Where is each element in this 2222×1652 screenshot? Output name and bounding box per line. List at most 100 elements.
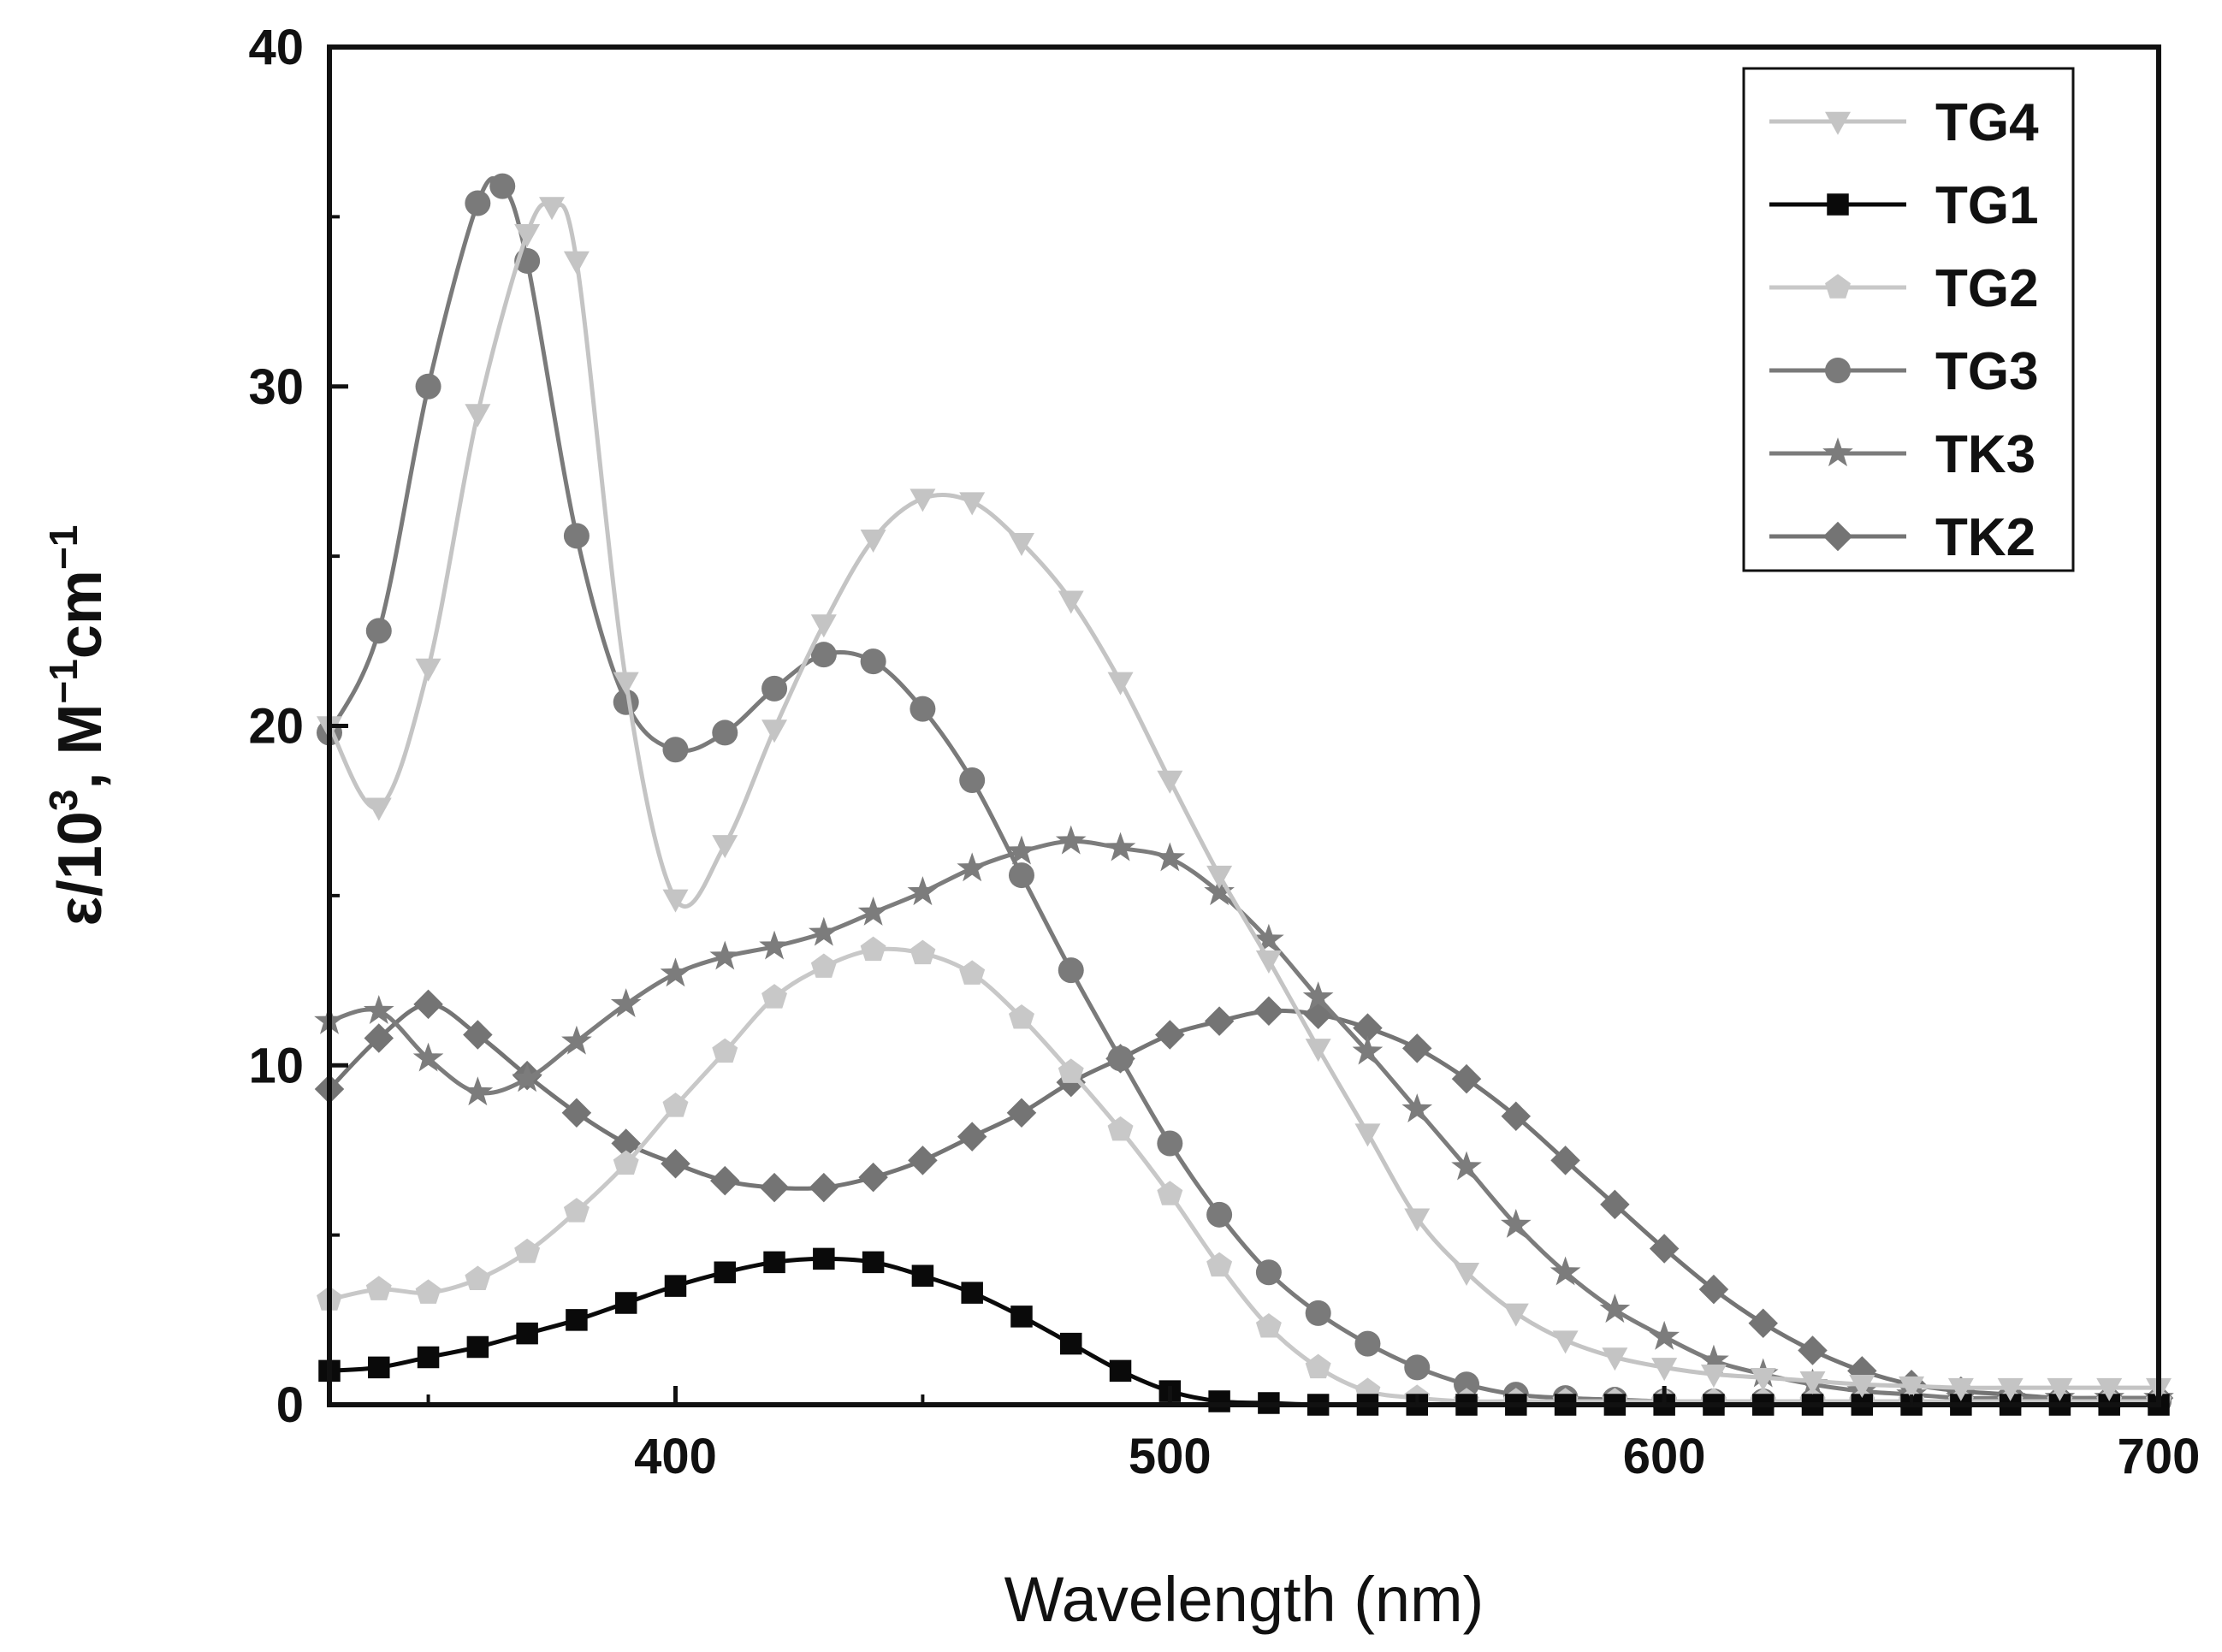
data-point-tg1 (1010, 1306, 1033, 1328)
data-point-tg1 (566, 1309, 588, 1331)
legend: TG4 TG1 TG2 TG3 TK3 TK2 (1742, 67, 2075, 572)
data-point-tg1 (714, 1261, 737, 1284)
data-point-tg4 (1008, 533, 1034, 557)
data-point-tg3 (761, 675, 788, 702)
y-axis-title: ε/103, M−1cm−1 (41, 525, 115, 927)
data-point-tg2 (613, 1150, 639, 1175)
y-tick-label: 40 (248, 20, 304, 75)
data-point-tg3 (662, 737, 689, 763)
data-point-tk3 (1649, 1320, 1680, 1350)
data-point-tg4 (1997, 1377, 2024, 1401)
data-point-tk2 (1253, 996, 1284, 1027)
data-point-tg3 (1157, 1130, 1183, 1157)
data-point-tg4 (1206, 865, 1233, 889)
data-point-tg4 (1700, 1365, 1727, 1389)
data-point-tk2 (1798, 1335, 1828, 1365)
legend-label-tg3: TG3 (1935, 342, 2039, 401)
data-point-tk2 (1353, 1013, 1383, 1043)
data-point-tk2 (661, 1149, 690, 1179)
data-point-tg2 (1008, 1004, 1034, 1029)
data-point-tg4 (563, 251, 590, 275)
legend-item-tg2: TG2 (1769, 259, 2039, 318)
data-point-tk2 (561, 1098, 592, 1128)
data-point-tg4 (2096, 1377, 2123, 1401)
data-point-tg1 (664, 1275, 687, 1297)
data-point-tg2 (415, 1279, 441, 1304)
data-point-tk2 (1501, 1101, 1532, 1132)
x-axis-title: Wavelength (nm) (1004, 1564, 1484, 1635)
data-point-tg3 (563, 523, 590, 549)
data-point-tk3 (1451, 1151, 1482, 1181)
data-point-tg1 (961, 1282, 983, 1304)
data-point-tg3 (910, 696, 936, 722)
x-tick-label: 600 (1623, 1429, 1706, 1484)
legend-marker-tg1 (1827, 193, 1849, 216)
data-point-tk3 (412, 1042, 444, 1072)
data-point-tg2 (1107, 1116, 1134, 1141)
data-point-tg4 (712, 835, 738, 859)
data-point-tg3 (1058, 957, 1084, 984)
data-point-tg4 (1750, 1368, 1776, 1392)
legend-item-tk2: TK2 (1769, 508, 2035, 567)
data-point-tg4 (810, 614, 837, 638)
data-point-tk3 (1500, 1208, 1532, 1238)
data-point-tg2 (810, 953, 837, 978)
legend-box (1742, 67, 2075, 572)
legend-marker-tg4 (1825, 111, 1851, 135)
data-point-tg3 (365, 618, 392, 644)
data-point-tk3 (759, 930, 790, 960)
data-point-tg1 (368, 1356, 390, 1379)
data-point-tk3 (1204, 876, 1235, 906)
data-point-tg3 (489, 173, 516, 199)
axis-ticks: 400 500 600 700 0 10 20 30 40 (248, 20, 2200, 1484)
data-point-tg3 (613, 689, 639, 715)
data-point-tg1 (614, 1292, 637, 1314)
y-tick-label: 10 (248, 1038, 304, 1093)
y-axis-title-exp2: −1 (41, 659, 86, 703)
data-point-tg4 (1899, 1376, 1925, 1400)
legend-label-tk3: TK3 (1935, 425, 2035, 484)
data-point-tg4 (1107, 672, 1134, 696)
x-tick-label: 400 (634, 1429, 717, 1484)
legend-item-tg3: TG3 (1769, 342, 2039, 401)
data-point-tg3 (959, 767, 986, 793)
data-point-tk2 (463, 1020, 493, 1050)
y-axis-title-unit2: cm (46, 570, 115, 659)
data-point-tk3 (809, 916, 839, 946)
legend-marker-tg3 (1825, 358, 1851, 383)
data-point-tg3 (1354, 1330, 1381, 1357)
data-point-tg4 (1454, 1263, 1480, 1287)
data-point-tk3 (561, 1025, 592, 1055)
data-point-tg2 (860, 936, 886, 962)
data-point-tg3 (1008, 862, 1034, 889)
data-point-tk3 (610, 988, 642, 1018)
data-point-tk3 (1154, 842, 1186, 872)
data-point-tg4 (1404, 1208, 1431, 1232)
data-point-tg1 (763, 1251, 785, 1274)
data-point-tg1 (417, 1346, 440, 1369)
data-point-tk3 (857, 896, 889, 926)
data-point-tg4 (910, 488, 936, 512)
data-point-tg4 (1255, 950, 1282, 974)
data-point-tk3 (957, 852, 988, 882)
legend-item-tg1: TG1 (1769, 176, 2039, 235)
legend-marker-tk3 (1822, 437, 1853, 467)
y-axis-title-base: ε/10 (46, 811, 115, 926)
data-point-tg2 (910, 939, 936, 965)
data-point-tg4 (1947, 1377, 1974, 1401)
data-point-tk3 (1599, 1294, 1631, 1323)
series-tg4 (317, 197, 2172, 1401)
data-point-tg3 (712, 719, 738, 746)
data-point-tg3 (1107, 1045, 1134, 1072)
data-point-tg1 (466, 1335, 489, 1359)
data-point-tg4 (539, 197, 566, 221)
series-line-tg2 (329, 946, 2159, 1404)
data-point-tg2 (959, 960, 986, 985)
data-point-tk3 (1401, 1093, 1433, 1122)
data-point-tk2 (1698, 1274, 1729, 1305)
data-point-tg1 (1109, 1359, 1132, 1383)
data-point-tg4 (465, 404, 491, 428)
data-point-tg4 (613, 672, 639, 696)
y-axis-title-exp1: 3 (41, 790, 86, 812)
